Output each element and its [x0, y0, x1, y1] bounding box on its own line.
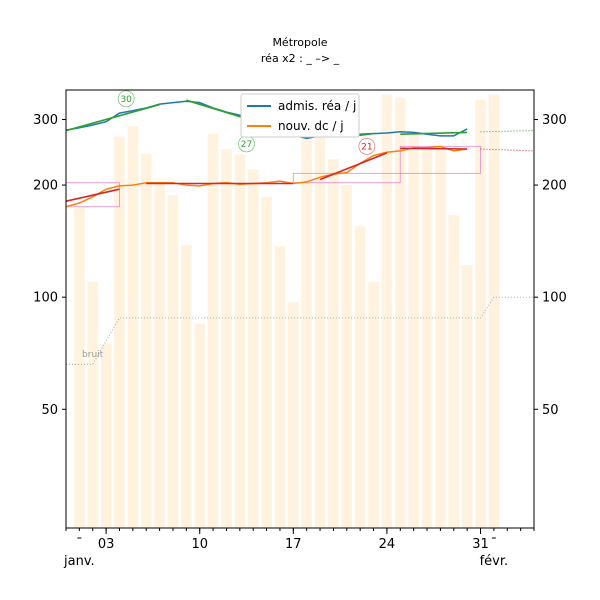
x-tick-label: 17	[285, 537, 302, 552]
bar	[381, 94, 393, 528]
bar	[234, 154, 246, 528]
trend-red-segment	[319, 152, 388, 181]
bar	[127, 126, 139, 528]
bar	[261, 196, 272, 528]
bar	[488, 94, 500, 528]
x-tick-label: 24	[379, 537, 396, 552]
bar	[87, 281, 99, 528]
bar	[421, 148, 433, 529]
axes-layer: 50 50 100 100 200 200 300 300 03 10 17 24 31 janv. fév…	[33, 113, 567, 569]
bar	[114, 136, 125, 528]
legend: admis. réa / j nouv. dc / j	[240, 93, 360, 138]
bar	[461, 265, 473, 528]
trend-red-segment	[400, 147, 468, 150]
bars-layer	[74, 94, 500, 529]
plot-frame	[65, 89, 535, 529]
annotation-circle	[358, 138, 376, 155]
projection-red	[480, 148, 535, 152]
bar	[247, 169, 259, 528]
trend-green-segment	[65, 103, 160, 132]
y-tick-label-right: 100	[542, 291, 567, 306]
trend-red-segment	[65, 188, 120, 202]
x-tick-label: 10	[191, 537, 208, 552]
bar	[221, 148, 232, 529]
chart-title: Métropole	[272, 36, 328, 49]
bar	[194, 323, 206, 528]
bar	[140, 153, 152, 528]
bar	[180, 245, 192, 528]
bar	[167, 195, 179, 528]
bar	[435, 150, 446, 528]
projection-green	[480, 130, 535, 133]
noise-layer: bruit	[66, 296, 534, 365]
y-tick-label-left: 100	[33, 291, 58, 306]
bar	[100, 343, 112, 528]
legend-label-admis: admis. réa / j	[278, 99, 356, 113]
month-label: janv.	[63, 554, 95, 569]
bar	[408, 131, 420, 529]
month-label: févr.	[480, 554, 509, 569]
bar	[287, 302, 299, 528]
bar	[448, 215, 460, 528]
y-tick-label-right: 300	[542, 113, 567, 128]
noise-label: bruit	[82, 350, 104, 360]
x-tick-label: 31	[472, 537, 489, 552]
annotation-label: 27	[241, 140, 252, 150]
annotation-label: 21	[361, 142, 372, 152]
range-box	[292, 172, 401, 184]
y-tick-label-right: 50	[542, 403, 559, 418]
y-tick-label-right: 200	[542, 179, 567, 194]
y-tick-label-left: 200	[33, 179, 58, 194]
legend-label-nouv: nouv. dc / j	[278, 119, 344, 133]
bar	[274, 246, 286, 528]
y-tick-label-left: 300	[33, 113, 58, 128]
y-tick-label-left: 50	[41, 403, 58, 418]
bar	[354, 226, 366, 529]
bar	[475, 99, 486, 529]
bar	[341, 185, 353, 528]
bar	[301, 126, 313, 528]
bar	[368, 281, 379, 528]
bar	[328, 158, 339, 528]
bar	[74, 206, 85, 529]
bar	[394, 97, 406, 528]
bar	[314, 134, 326, 528]
x-tick-label: 03	[98, 537, 115, 552]
bar	[207, 133, 219, 529]
annotation-circle	[117, 90, 135, 108]
chart-subtitle: réa x2 : _ –> _	[260, 52, 340, 65]
annotation-label: 30	[120, 95, 132, 105]
bar	[154, 182, 165, 528]
trend-green-segment	[400, 131, 468, 135]
